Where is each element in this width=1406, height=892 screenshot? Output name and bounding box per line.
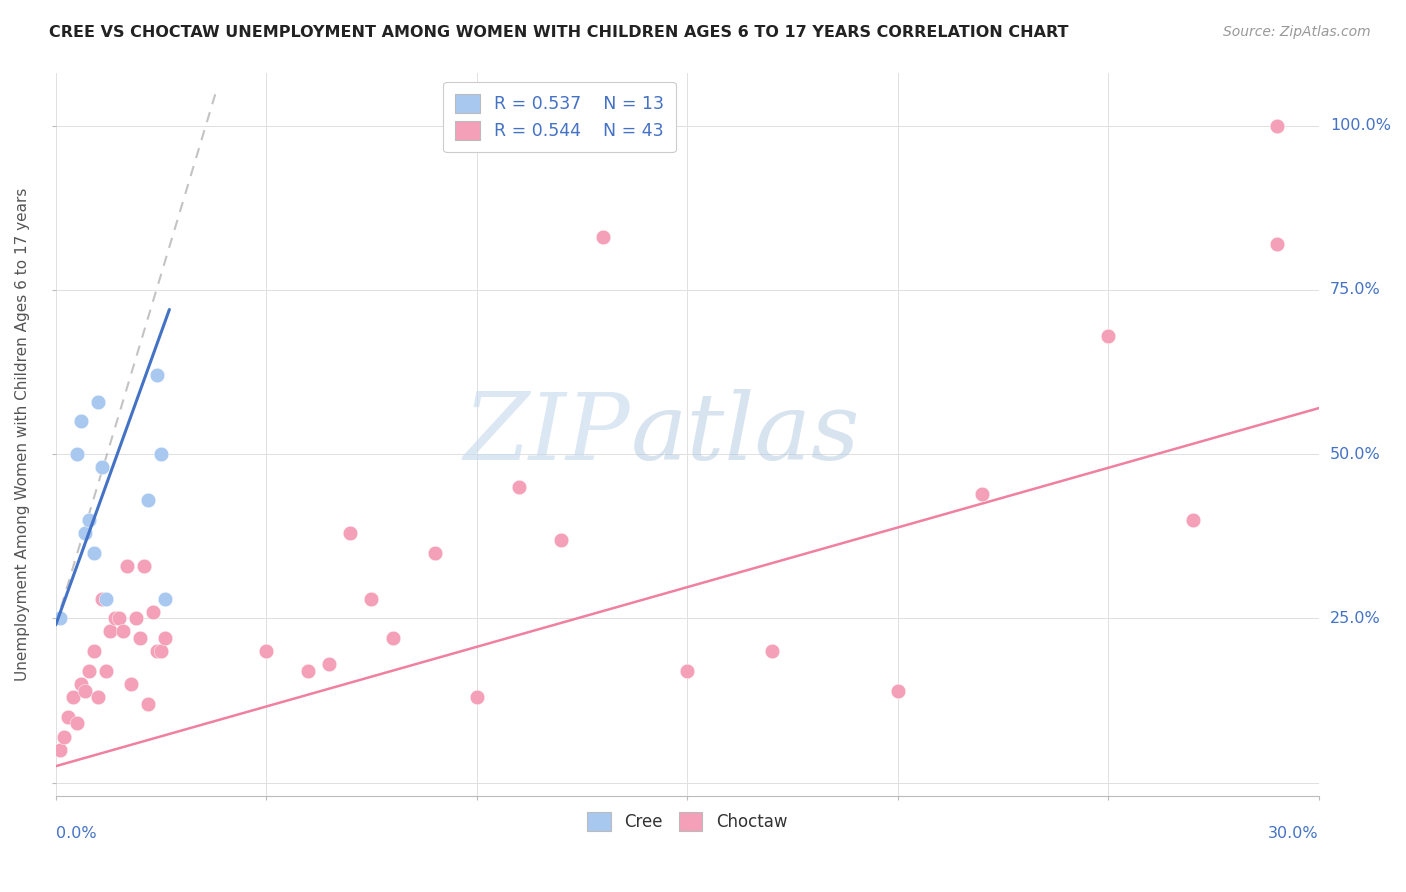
Point: [381, 631, 404, 645]
Point: [465, 690, 488, 705]
Point: [136, 697, 159, 711]
Point: [87, 394, 110, 409]
Point: [75, 525, 97, 540]
Point: [1265, 119, 1288, 133]
Text: atlas: atlas: [630, 390, 860, 479]
Point: [129, 631, 152, 645]
Point: [121, 677, 143, 691]
Point: [91, 460, 114, 475]
Point: [66, 447, 89, 461]
Point: [508, 480, 530, 494]
Point: [75, 683, 97, 698]
Point: [96, 664, 118, 678]
Point: [96, 591, 118, 606]
Point: [108, 611, 131, 625]
Y-axis label: Unemployment Among Women with Children Ages 6 to 17 years: Unemployment Among Women with Children A…: [15, 187, 30, 681]
Point: [83, 546, 105, 560]
Point: [134, 558, 156, 573]
Text: 30.0%: 30.0%: [1268, 826, 1319, 841]
Point: [339, 525, 361, 540]
Text: 75.0%: 75.0%: [1330, 282, 1381, 297]
Legend: Cree, Choctaw: Cree, Choctaw: [579, 805, 796, 839]
Point: [145, 644, 167, 658]
Text: 100.0%: 100.0%: [1330, 118, 1391, 133]
Point: [149, 644, 172, 658]
Point: [297, 664, 319, 678]
Point: [117, 558, 139, 573]
Point: [104, 611, 127, 625]
Text: CREE VS CHOCTAW UNEMPLOYMENT AMONG WOMEN WITH CHILDREN AGES 6 TO 17 YEARS CORREL: CREE VS CHOCTAW UNEMPLOYMENT AMONG WOMEN…: [49, 25, 1069, 40]
Point: [887, 683, 910, 698]
Point: [676, 664, 699, 678]
Text: 50.0%: 50.0%: [1330, 447, 1381, 461]
Point: [125, 611, 148, 625]
Point: [550, 533, 572, 547]
Point: [141, 605, 163, 619]
Text: ZIP: ZIP: [464, 390, 630, 479]
Point: [970, 486, 993, 500]
Point: [153, 591, 176, 606]
Text: Source: ZipAtlas.com: Source: ZipAtlas.com: [1223, 25, 1371, 39]
Point: [761, 644, 783, 658]
Point: [318, 657, 340, 672]
Point: [136, 493, 159, 508]
Point: [49, 743, 72, 757]
Point: [53, 730, 76, 744]
Point: [66, 716, 89, 731]
Point: [360, 591, 382, 606]
Point: [145, 368, 167, 383]
Point: [87, 690, 110, 705]
Point: [79, 664, 101, 678]
Point: [149, 447, 172, 461]
Point: [91, 591, 114, 606]
Point: [423, 546, 446, 560]
Text: 0.0%: 0.0%: [56, 826, 97, 841]
Point: [58, 710, 80, 724]
Point: [1181, 513, 1204, 527]
Point: [70, 414, 93, 428]
Point: [70, 677, 93, 691]
Point: [83, 644, 105, 658]
Point: [153, 631, 176, 645]
Point: [49, 611, 72, 625]
Point: [592, 230, 614, 244]
Text: 25.0%: 25.0%: [1330, 611, 1381, 626]
Point: [1097, 328, 1119, 343]
Point: [1265, 236, 1288, 251]
Point: [62, 690, 84, 705]
Point: [79, 513, 101, 527]
Point: [100, 624, 122, 639]
Point: [254, 644, 277, 658]
Point: [112, 624, 135, 639]
